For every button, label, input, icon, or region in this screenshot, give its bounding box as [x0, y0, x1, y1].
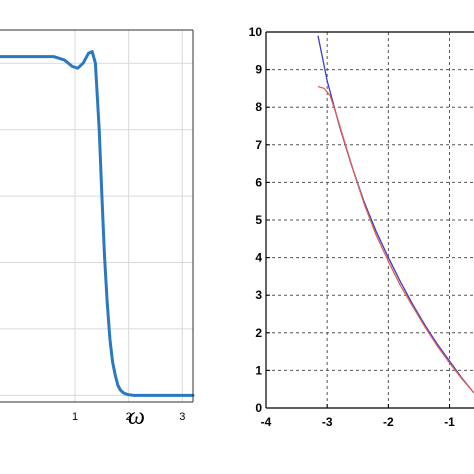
left-series-group [0, 50, 195, 397]
right-x-tick-label: -2 [383, 415, 394, 429]
left-x-tick-label: 3 [179, 411, 185, 423]
right-y-tick-label: 10 [249, 25, 263, 39]
right-y-tick-label: 5 [255, 213, 262, 227]
left-x-tick-label: 1 [72, 411, 78, 423]
right-series-group [317, 35, 474, 394]
right-y-tick-label: 9 [255, 63, 262, 77]
left-chart: 1 2 3 ω [0, 29, 195, 430]
right-y-tick-label: 2 [255, 326, 262, 340]
right-y-tick-label: 7 [255, 138, 262, 152]
right-x-tick-labels: -4 -3 -2 -1 [261, 404, 455, 429]
right-y-tick-label: 0 [255, 401, 262, 415]
right-y-tick-label: 6 [255, 175, 262, 189]
right-series-line-red [317, 85, 474, 394]
left-grid [0, 30, 193, 402]
left-x-axis-label: ω [128, 404, 145, 430]
right-x-tick-label: -3 [322, 415, 333, 429]
left-x-tick-label: 2 [126, 411, 132, 423]
right-y-tick-labels: 0 1 2 3 4 5 6 7 8 9 10 [249, 25, 270, 415]
left-x-tick-labels: 1 2 3 [72, 411, 185, 423]
right-x-tick-label: -1 [444, 415, 455, 429]
right-x-tick-label: -4 [261, 415, 272, 429]
right-y-tick-label: 3 [255, 288, 262, 302]
right-y-tick-label: 4 [255, 251, 262, 265]
right-y-tick-label: 8 [255, 100, 262, 114]
right-y-tick-label: 1 [255, 363, 262, 377]
left-series-line [0, 50, 195, 397]
right-chart: 0 1 2 3 4 5 6 7 8 9 10 -4 -3 -2 -1 [249, 25, 474, 429]
